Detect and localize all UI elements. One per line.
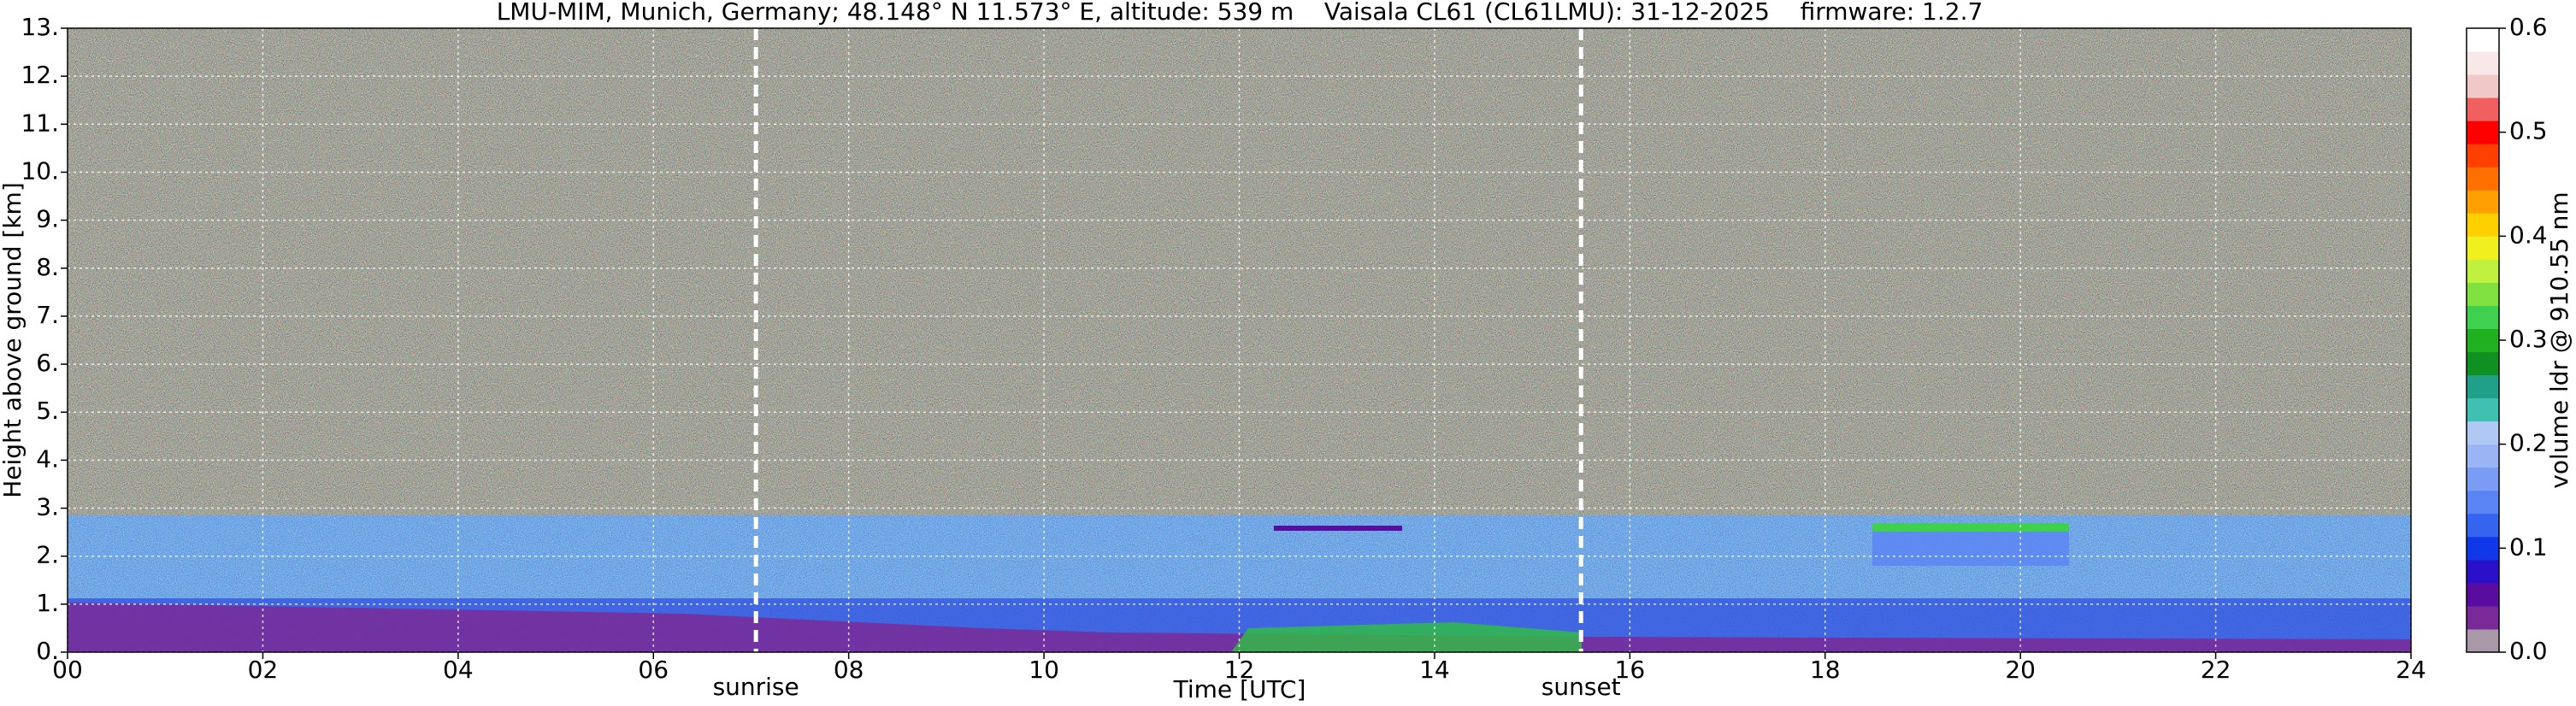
y-axis-label: Height above ground [km] xyxy=(0,182,27,498)
colorbar-swatch xyxy=(2467,536,2499,561)
x-tick-label: 08 xyxy=(834,656,864,684)
x-tick-label: 16 xyxy=(1615,656,1646,684)
colorbar-tick-label: 0.3 xyxy=(2509,325,2548,353)
colorbar-tick-label: 0.1 xyxy=(2509,532,2548,561)
x-tick-label: 04 xyxy=(443,656,474,684)
y-tick-label: 7. xyxy=(36,301,59,329)
x-tick-label: 06 xyxy=(638,656,669,684)
x-tick-label: 10 xyxy=(1029,656,1059,684)
heatmap-cloud xyxy=(1872,523,2069,532)
colorbar-tick-label: 0.2 xyxy=(2509,429,2548,457)
colorbar-swatch xyxy=(2467,144,2499,168)
colorbar-swatch xyxy=(2467,305,2499,329)
colorbar-swatch xyxy=(2467,397,2499,422)
colorbar-swatch xyxy=(2467,236,2499,260)
colorbar-swatch xyxy=(2467,28,2499,52)
x-tick-label: 24 xyxy=(2396,656,2426,684)
x-tick-label: 12 xyxy=(1224,656,1255,684)
colorbar-swatch xyxy=(2467,213,2499,237)
colorbar-swatch xyxy=(2467,328,2499,353)
y-tick-label: 5. xyxy=(36,397,59,425)
marker-label: sunrise xyxy=(713,673,799,701)
colorbar-tick-label: 0.4 xyxy=(2509,221,2548,249)
y-tick-label: 1. xyxy=(36,589,59,617)
x-tick-label: 00 xyxy=(52,656,83,684)
heatmap-cloud xyxy=(1274,526,1402,531)
y-tick-label: 11. xyxy=(21,109,59,137)
x-axis-label: Time [UTC] xyxy=(1173,675,1306,703)
y-tick-label: 8. xyxy=(36,253,59,281)
marker-label: sunset xyxy=(1541,673,1621,701)
heatmap-cloud xyxy=(1872,532,2069,566)
colorbar-swatch xyxy=(2467,374,2499,399)
colorbar-swatch xyxy=(2467,190,2499,214)
y-tick-label: 6. xyxy=(36,349,59,377)
x-tick-label: 22 xyxy=(2201,656,2231,684)
y-tick-label: 3. xyxy=(36,493,59,521)
colorbar-swatch xyxy=(2467,513,2499,538)
heatmap-green-layer xyxy=(1231,622,1582,652)
colorbar-swatch xyxy=(2467,97,2499,121)
colorbar-swatch xyxy=(2467,582,2499,607)
colorbar-swatch xyxy=(2467,559,2499,584)
x-tick-label: 14 xyxy=(1419,656,1450,684)
colorbar-swatch xyxy=(2467,121,2499,144)
x-tick-label: 20 xyxy=(2005,656,2036,684)
chart-title: LMU-MIM, Munich, Germany; 48.148° N 11.5… xyxy=(497,0,1984,26)
colorbar-swatch xyxy=(2467,282,2499,306)
colorbar-swatch xyxy=(2467,167,2499,191)
colorbar-tick-label: 0.0 xyxy=(2509,637,2548,665)
y-tick-label: 10. xyxy=(21,156,59,185)
x-tick-label: 18 xyxy=(1810,656,1841,684)
colorbar-swatch xyxy=(2467,351,2499,376)
colorbar-swatch xyxy=(2467,444,2499,468)
plot-frame xyxy=(67,27,2412,653)
y-tick-label: 4. xyxy=(36,444,59,473)
colorbar-tick-label: 0.5 xyxy=(2509,117,2548,145)
colorbar-swatch xyxy=(2467,421,2499,445)
colorbar-swatch xyxy=(2467,605,2499,630)
colorbar-label: volume ldr @ 910.55 nm xyxy=(2545,191,2573,488)
colorbar-swatch xyxy=(2467,467,2499,491)
colorbar-swatch xyxy=(2467,628,2499,653)
colorbar-swatch xyxy=(2467,74,2499,98)
colorbar-swatch xyxy=(2467,490,2499,515)
y-tick-label: 0. xyxy=(36,637,59,665)
y-tick-label: 9. xyxy=(36,205,59,233)
y-tick-label: 2. xyxy=(36,541,59,569)
colorbar-tick-label: 0.6 xyxy=(2509,13,2548,41)
colorbar-swatch xyxy=(2467,51,2499,75)
y-tick-label: 13. xyxy=(21,13,59,41)
x-tick-label: 02 xyxy=(248,656,279,684)
colorbar-swatch xyxy=(2467,259,2499,283)
y-tick-label: 12. xyxy=(21,61,59,89)
